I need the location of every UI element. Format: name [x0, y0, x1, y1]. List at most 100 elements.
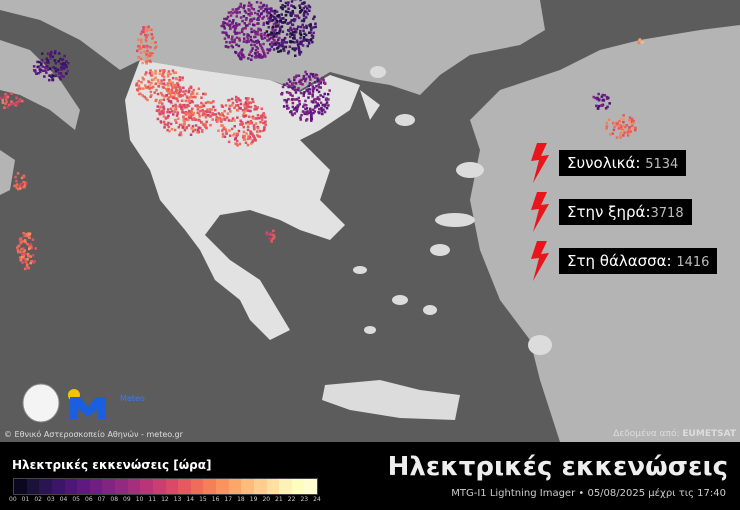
lightning-strike: [302, 26, 306, 29]
lightning-strike: [251, 97, 254, 101]
lightning-strike: [23, 257, 27, 261]
lightning-strike: [259, 1, 263, 5]
lightning-strike: [150, 33, 153, 36]
lightning-strike: [179, 132, 182, 135]
lightning-strike: [285, 101, 288, 104]
lightning-strike: [619, 117, 623, 121]
lightning-strike: [224, 130, 228, 133]
lightning-strike: [245, 132, 248, 135]
lightning-strike: [321, 76, 324, 80]
lightning-strike: [209, 114, 213, 118]
lightning-strike: [215, 115, 218, 119]
lightning-strike: [155, 98, 158, 102]
lightning-strike: [302, 36, 306, 39]
color-bar-segment: [39, 479, 52, 494]
lightning-strike: [233, 30, 236, 33]
lightning-strike: [150, 71, 154, 74]
lightning-strike: [280, 38, 284, 42]
lightning-strike: [185, 106, 188, 109]
lightning-strike: [251, 140, 254, 144]
lightning-strike: [183, 123, 186, 126]
lightning-strike: [248, 22, 251, 25]
lightning-strike: [171, 104, 175, 108]
lightning-strike: [265, 30, 269, 33]
lightning-strike: [142, 45, 145, 49]
lightning-strike: [143, 95, 146, 99]
lightning-strike: [292, 27, 296, 31]
lightning-strike: [165, 93, 168, 97]
lightning-strike: [153, 78, 156, 81]
lightning-strike: [204, 92, 207, 96]
lightning-strike: [242, 40, 246, 43]
lightning-strike: [251, 23, 255, 26]
lightning-strike: [182, 117, 186, 121]
lightning-strike: [310, 119, 313, 122]
lightning-strike: [217, 116, 221, 120]
lightning-strike: [297, 43, 300, 47]
lightning-strike: [320, 106, 323, 110]
lightning-strike: [187, 111, 190, 115]
lightning-strike: [191, 107, 194, 110]
lightning-strike: [174, 86, 177, 89]
lightning-strike: [291, 94, 294, 97]
lightning-strike: [162, 94, 166, 98]
lightning-strike: [139, 87, 142, 90]
lightning-strike: [295, 39, 299, 42]
lightning-strike: [162, 86, 165, 89]
lightning-strike: [242, 136, 245, 139]
lightning-strike: [181, 104, 184, 107]
lightning-strike: [285, 41, 288, 44]
lightning-strike: [59, 77, 62, 81]
data-source-credit: Δεδομένα από: EUMETSAT: [613, 429, 736, 439]
lightning-strike: [272, 33, 275, 36]
lightning-strike: [237, 129, 241, 133]
lightning-strike: [33, 260, 36, 263]
lightning-strike: [242, 55, 246, 59]
lightning-strike: [166, 97, 170, 101]
lightning-strike: [287, 7, 290, 10]
lightning-strike: [235, 8, 239, 11]
lightning-strike: [260, 56, 264, 59]
lightning-strike: [63, 54, 66, 58]
lightning-strike: [622, 134, 625, 137]
color-bar-segment: [203, 479, 216, 494]
lightning-strike: [255, 54, 258, 58]
lightning-strike: [289, 35, 292, 38]
lightning-strike: [228, 107, 231, 111]
lightning-strike: [61, 58, 65, 61]
lightning-strike: [24, 252, 27, 256]
lightning-strike: [241, 53, 244, 57]
lightning-strike: [305, 26, 308, 29]
lightning-strike: [166, 128, 169, 132]
lightning-strike: [197, 126, 201, 129]
lightning-strike: [613, 125, 616, 129]
lightning-strike: [230, 38, 234, 41]
lightning-strike: [261, 47, 264, 51]
lightning-strike: [256, 117, 259, 120]
lightning-strike: [595, 104, 598, 108]
lightning-strike: [290, 28, 293, 32]
lightning-strike: [289, 80, 292, 83]
lightning-strike: [249, 109, 252, 113]
lightning-strike: [171, 83, 175, 86]
lightning-strike: [266, 233, 269, 236]
lightning-strike: [151, 37, 154, 40]
lightning-strike: [632, 119, 635, 123]
lightning-strike: [248, 53, 251, 56]
lightning-strike: [206, 113, 210, 117]
lightning-strike: [231, 35, 234, 38]
lightning-strike: [201, 108, 204, 112]
lightning-strike: [309, 72, 313, 76]
lightning-strike: [27, 232, 30, 235]
lightning-strike: [249, 19, 253, 23]
color-bar-tick: 08: [110, 496, 119, 503]
lightning-strike: [243, 114, 246, 118]
lightning-strike: [287, 98, 290, 101]
lightning-strike: [31, 238, 35, 241]
lightning-strike: [309, 113, 313, 117]
lightning-strike: [293, 78, 296, 82]
lightning-strike: [238, 52, 241, 55]
lightning-strike: [169, 100, 173, 103]
lightning-strike: [21, 99, 24, 103]
lightning-strike: [188, 101, 192, 104]
